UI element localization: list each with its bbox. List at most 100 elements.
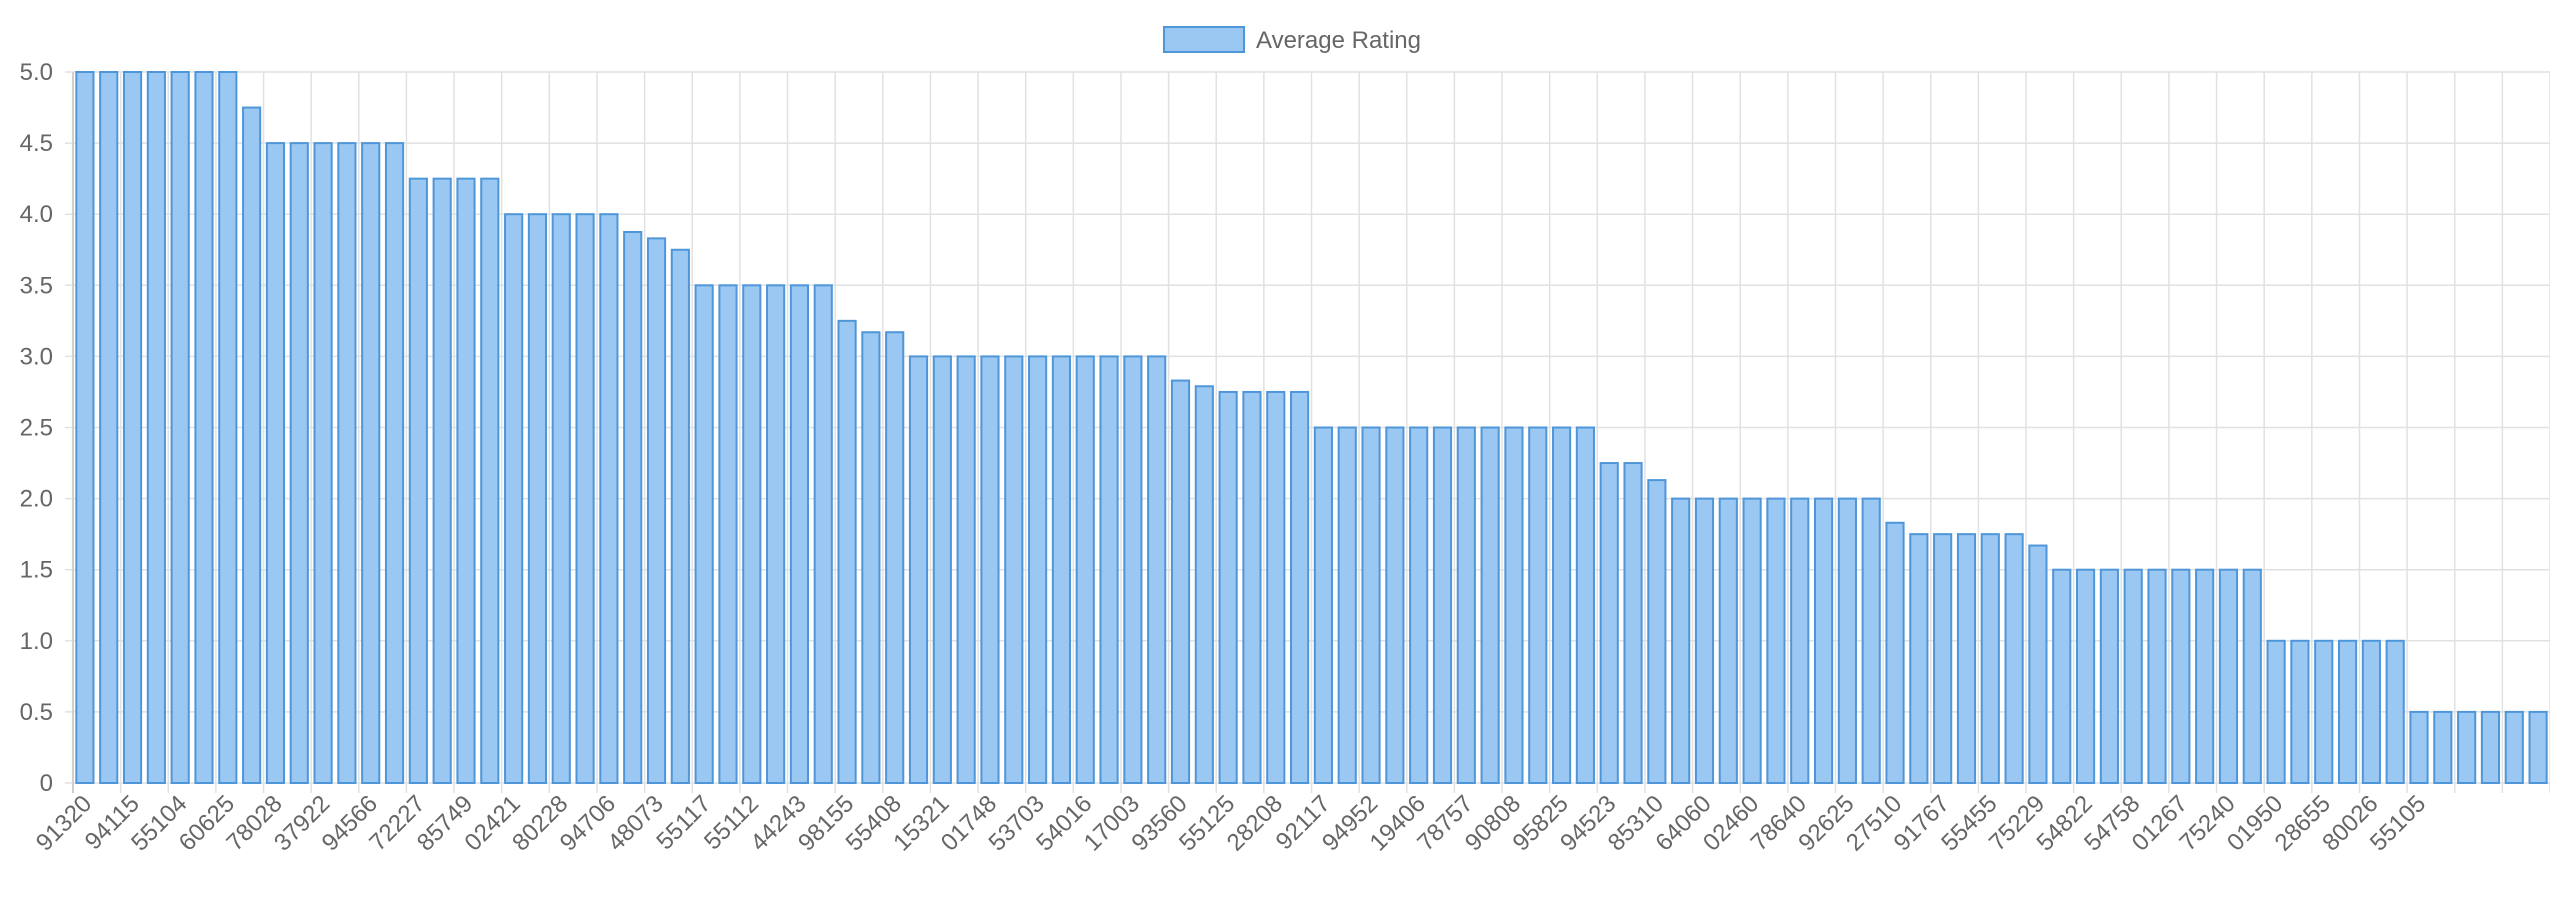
bar[interactable] <box>1337 426 1357 784</box>
bar[interactable] <box>527 213 548 784</box>
bar[interactable] <box>2028 544 2048 785</box>
bar[interactable] <box>1504 426 1524 784</box>
bar[interactable] <box>718 284 738 784</box>
bar[interactable] <box>1147 355 1167 784</box>
bar[interactable] <box>194 71 214 784</box>
bar[interactable] <box>408 177 428 784</box>
bar[interactable] <box>1814 497 1834 784</box>
bar[interactable] <box>1290 390 1310 784</box>
bar[interactable] <box>789 284 809 784</box>
bar[interactable] <box>1266 390 1286 784</box>
bar[interactable] <box>861 331 881 784</box>
bar[interactable] <box>361 142 381 785</box>
bar[interactable] <box>1694 497 1715 784</box>
bar[interactable] <box>1980 533 2000 785</box>
bar[interactable] <box>1099 355 1119 784</box>
bar[interactable] <box>2361 639 2381 784</box>
bar[interactable] <box>265 142 286 785</box>
bar[interactable] <box>980 355 1000 784</box>
bar[interactable] <box>1671 497 1691 784</box>
bar[interactable] <box>1361 426 1381 784</box>
bar[interactable] <box>170 71 190 784</box>
bar[interactable] <box>551 213 571 784</box>
bar[interactable] <box>932 355 952 784</box>
bar[interactable] <box>1552 426 1572 784</box>
bar[interactable] <box>313 142 333 785</box>
bar[interactable] <box>1647 479 1667 784</box>
bar[interactable] <box>1909 533 1929 785</box>
legend-label[interactable]: Average Rating <box>1256 27 1421 54</box>
legend[interactable]: Average Rating <box>1163 26 1421 54</box>
bar[interactable] <box>456 177 476 784</box>
bar[interactable] <box>646 237 667 784</box>
bar[interactable] <box>2314 639 2334 784</box>
bar[interactable] <box>742 284 762 784</box>
bar[interactable] <box>1599 462 1619 784</box>
bar[interactable] <box>75 71 95 784</box>
bar[interactable] <box>242 106 262 785</box>
bar[interactable] <box>837 319 857 784</box>
bar[interactable] <box>1718 497 1738 784</box>
bar[interactable] <box>1075 355 1095 784</box>
bar[interactable] <box>1623 462 1643 784</box>
bar[interactable] <box>813 284 833 784</box>
bar[interactable] <box>1432 426 1453 784</box>
bar[interactable] <box>1742 497 1762 784</box>
bar[interactable] <box>1409 426 1429 784</box>
bar[interactable] <box>1456 426 1476 784</box>
bar[interactable] <box>623 230 643 785</box>
bar[interactable] <box>885 331 905 784</box>
bar[interactable] <box>1123 355 1143 784</box>
bar[interactable] <box>1004 355 1024 784</box>
bar[interactable] <box>2290 639 2310 784</box>
bar[interactable] <box>1051 355 1071 784</box>
bar[interactable] <box>480 177 500 784</box>
bar[interactable] <box>1480 426 1500 784</box>
bar[interactable] <box>2147 568 2167 785</box>
bar[interactable] <box>2171 568 2191 785</box>
bar[interactable] <box>956 355 976 784</box>
bar[interactable] <box>2075 568 2096 785</box>
bar[interactable] <box>2433 710 2453 785</box>
bar[interactable] <box>2242 568 2262 785</box>
bar[interactable] <box>1028 355 1048 784</box>
bar[interactable] <box>694 284 714 784</box>
bar[interactable] <box>122 71 143 784</box>
bar[interactable] <box>1170 379 1191 784</box>
bar[interactable] <box>2337 639 2358 784</box>
bar[interactable] <box>2385 639 2405 784</box>
bar[interactable] <box>2099 568 2119 785</box>
bar[interactable] <box>2195 568 2215 785</box>
bar[interactable] <box>575 213 595 784</box>
bar[interactable] <box>1385 426 1405 784</box>
bar[interactable] <box>1528 426 1548 784</box>
bar[interactable] <box>766 284 786 784</box>
bar[interactable] <box>2266 639 2286 784</box>
bar[interactable] <box>1218 390 1238 784</box>
bar[interactable] <box>99 71 119 784</box>
bar[interactable] <box>2457 710 2477 785</box>
bar[interactable] <box>1837 497 1857 784</box>
bar[interactable] <box>2409 710 2429 785</box>
bar[interactable] <box>2123 568 2143 785</box>
bar[interactable] <box>289 142 309 785</box>
bar[interactable] <box>670 248 690 784</box>
bar[interactable] <box>2004 533 2024 785</box>
bar[interactable] <box>2218 568 2239 785</box>
bar[interactable] <box>1933 533 1953 785</box>
bar[interactable] <box>146 71 166 784</box>
bar[interactable] <box>432 177 452 784</box>
bar[interactable] <box>384 142 405 785</box>
bar[interactable] <box>2480 710 2501 785</box>
bar[interactable] <box>337 142 357 785</box>
bar[interactable] <box>1194 385 1214 784</box>
bar[interactable] <box>599 213 619 784</box>
bar[interactable] <box>1766 497 1786 784</box>
bar[interactable] <box>1790 497 1810 784</box>
bar[interactable] <box>2052 568 2072 785</box>
bar[interactable] <box>908 355 929 784</box>
bar[interactable] <box>1242 390 1262 784</box>
bar[interactable] <box>2528 710 2548 785</box>
bar[interactable] <box>2504 710 2524 785</box>
bar[interactable] <box>218 71 238 784</box>
